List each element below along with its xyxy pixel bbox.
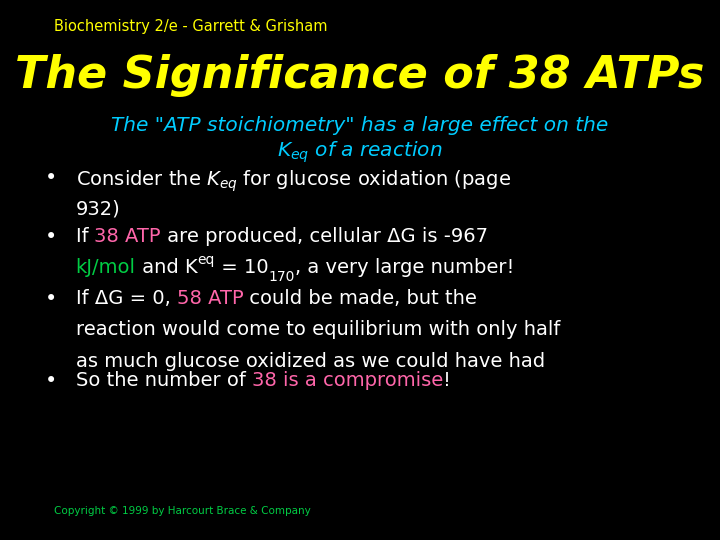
Text: 38 is a compromise: 38 is a compromise bbox=[252, 371, 443, 390]
Text: So the number of: So the number of bbox=[76, 371, 252, 390]
Text: Copyright © 1999 by Harcourt Brace & Company: Copyright © 1999 by Harcourt Brace & Com… bbox=[54, 505, 311, 516]
Text: are produced, cellular ΔG is -967: are produced, cellular ΔG is -967 bbox=[161, 227, 488, 246]
Text: Consider the $K_{eq}$ for glucose oxidation (page: Consider the $K_{eq}$ for glucose oxidat… bbox=[76, 168, 510, 194]
Text: reaction would come to equilibrium with only half: reaction would come to equilibrium with … bbox=[76, 320, 560, 339]
Text: !: ! bbox=[443, 371, 451, 390]
Text: 170: 170 bbox=[269, 270, 294, 284]
Text: eq: eq bbox=[197, 253, 215, 267]
Text: •: • bbox=[45, 168, 57, 188]
Text: •: • bbox=[45, 289, 57, 309]
Text: as much glucose oxidized as we could have had: as much glucose oxidized as we could hav… bbox=[76, 352, 545, 370]
Text: 58 ATP: 58 ATP bbox=[176, 289, 243, 308]
Text: 932): 932) bbox=[76, 200, 120, 219]
Text: If: If bbox=[76, 227, 94, 246]
Text: The "ATP stoichiometry" has a large effect on the: The "ATP stoichiometry" has a large effe… bbox=[112, 116, 608, 135]
Text: kJ/mol: kJ/mol bbox=[76, 258, 135, 277]
Text: 38 ATP: 38 ATP bbox=[94, 227, 161, 246]
Text: •: • bbox=[45, 371, 57, 391]
Text: $\mathit{K}_{eq}$ of a reaction: $\mathit{K}_{eq}$ of a reaction bbox=[277, 139, 443, 165]
Text: If ΔG = 0,: If ΔG = 0, bbox=[76, 289, 176, 308]
Text: Biochemistry 2/e - Garrett & Grisham: Biochemistry 2/e - Garrett & Grisham bbox=[54, 19, 328, 34]
Text: •: • bbox=[45, 227, 57, 247]
Text: , a very large number!: , a very large number! bbox=[294, 258, 514, 277]
Text: and K: and K bbox=[135, 258, 197, 277]
Text: could be made, but the: could be made, but the bbox=[243, 289, 477, 308]
Text: = 10: = 10 bbox=[215, 258, 269, 277]
Text: The Significance of 38 ATPs: The Significance of 38 ATPs bbox=[15, 54, 705, 97]
